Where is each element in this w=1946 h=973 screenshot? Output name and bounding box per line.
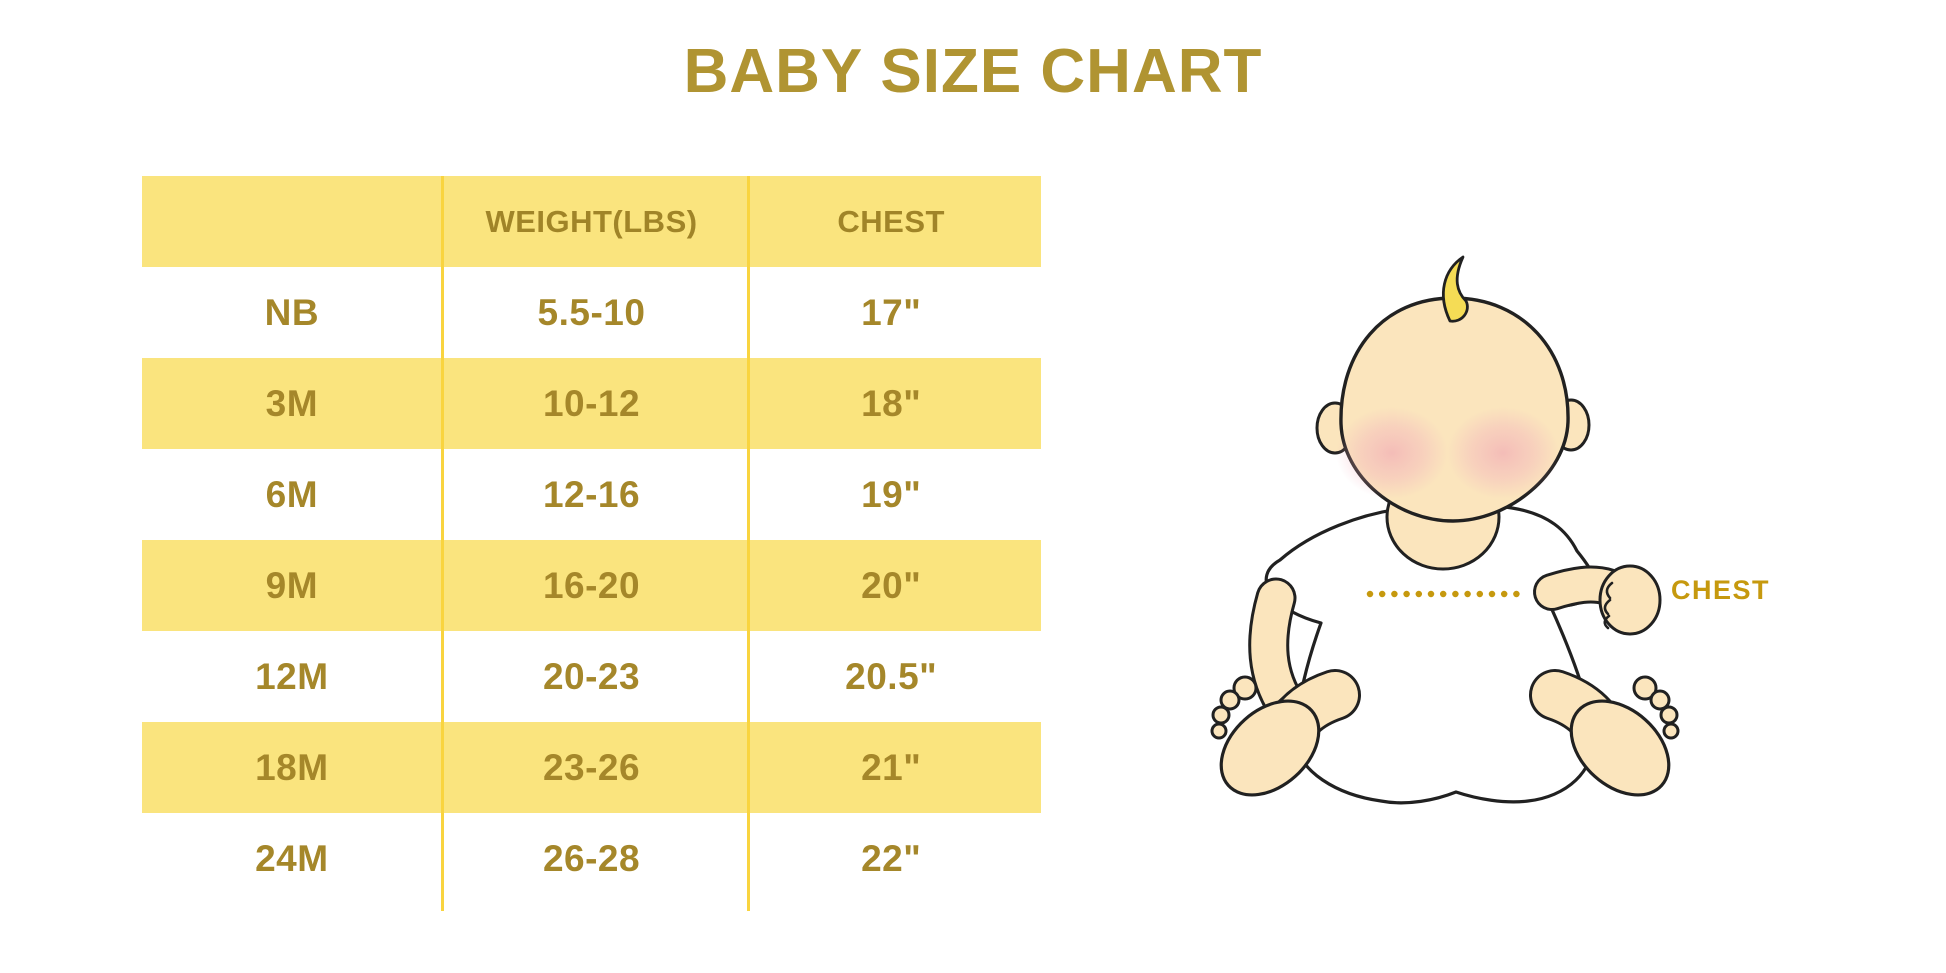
baby-hair-curl-icon	[1441, 255, 1469, 323]
cell-weight: 12-16	[542, 473, 641, 515]
column-divider-2	[747, 176, 750, 911]
cell-chest: 17"	[861, 291, 922, 333]
cell-weight: 26-28	[542, 837, 641, 879]
column-divider-1	[441, 176, 444, 911]
baby-right-cheek	[1447, 407, 1559, 499]
cell-chest: 20"	[861, 564, 922, 606]
page-title: BABY SIZE CHART	[683, 37, 1263, 106]
table-row-3m: 3M 10-12 18"	[142, 358, 1041, 449]
cell-size: 6M	[265, 473, 319, 515]
table-row-12m: 12M 20-23 20.5"	[142, 631, 1041, 722]
cell-weight: 5.5-10	[537, 291, 646, 333]
cell-weight: 10-12	[542, 382, 641, 424]
header-cell-size	[142, 176, 442, 267]
size-table: WEIGHT(LBS) CHEST NB 5.5-10 17" 3M 10-12…	[142, 176, 1041, 911]
cell-size: 24M	[255, 837, 329, 879]
cell-size: 3M	[265, 382, 319, 424]
table-header-row: WEIGHT(LBS) CHEST	[142, 176, 1041, 267]
cell-size: 9M	[265, 564, 319, 606]
baby-right-arm	[1533, 564, 1662, 636]
cell-chest: 21"	[861, 746, 922, 788]
header-cell-weight: WEIGHT(LBS)	[485, 203, 698, 239]
chest-label: CHEST	[1671, 575, 1771, 605]
table-row-18m: 18M 23-26 21"	[142, 722, 1041, 813]
baby-left-leg	[1210, 669, 1361, 797]
table-row-24m: 24M 26-28 22"	[142, 813, 1041, 904]
baby-left-cheek	[1336, 407, 1448, 499]
baby-illustration	[1210, 255, 1680, 805]
cell-chest: 22"	[861, 837, 922, 879]
cell-chest: 19"	[861, 473, 922, 515]
cell-weight: 16-20	[542, 564, 641, 606]
cell-weight: 20-23	[542, 655, 641, 697]
baby-right-leg	[1529, 669, 1680, 797]
table-row-9m: 9M 16-20 20"	[142, 540, 1041, 631]
table-row-6m: 6M 12-16 19"	[142, 449, 1041, 540]
cell-chest: 20.5"	[845, 655, 938, 697]
cell-weight: 23-26	[542, 746, 641, 788]
table-row-nb: NB 5.5-10 17"	[142, 267, 1041, 358]
cell-chest: 18"	[861, 382, 922, 424]
cell-size: 18M	[255, 746, 329, 788]
header-cell-chest: CHEST	[837, 203, 945, 239]
left-foot-toes	[1210, 675, 1258, 740]
cell-size: NB	[264, 291, 320, 333]
right-foot-toes	[1632, 675, 1680, 740]
cell-size: 12M	[255, 655, 329, 697]
